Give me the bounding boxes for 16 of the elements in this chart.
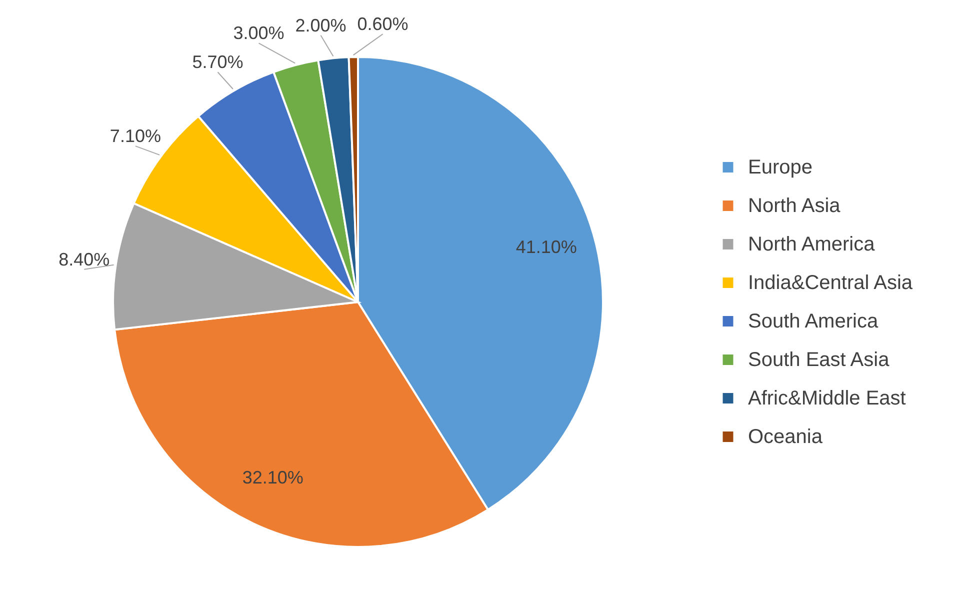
legend-label: South America	[748, 310, 879, 332]
legend-label: South East Asia	[748, 348, 890, 371]
data-label: 7.10%	[110, 126, 161, 146]
data-label: 3.00%	[233, 23, 284, 44]
data-label: 2.00%	[295, 15, 346, 36]
legend-label: North America	[748, 233, 876, 256]
legend-label: India&Central Asia	[748, 272, 914, 294]
data-label: 8.40%	[58, 249, 110, 270]
data-label: 5.70%	[192, 52, 244, 72]
legend-label: Oceania	[748, 426, 824, 448]
data-label: 41.10%	[516, 236, 577, 257]
legend-label: Afric&Middle East	[748, 387, 906, 410]
legend-label: Europe	[748, 156, 812, 178]
data-label: 0.60%	[357, 14, 408, 34]
legend-label: North Asia	[748, 194, 842, 217]
data-label: 32.10%	[242, 468, 304, 488]
